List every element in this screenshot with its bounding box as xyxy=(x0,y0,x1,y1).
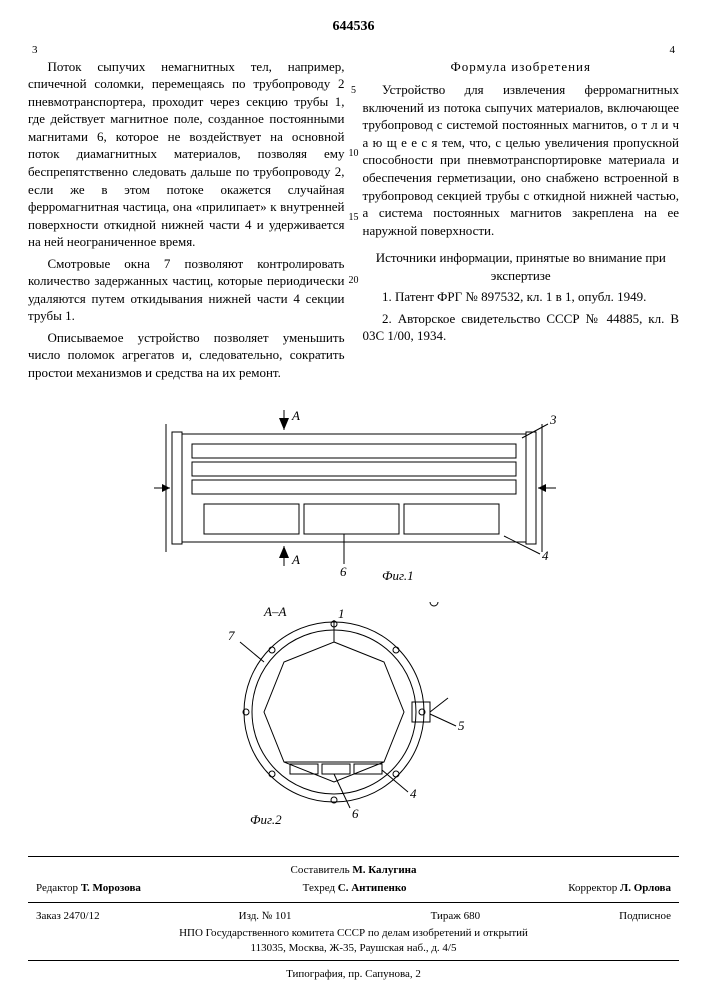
label-sect: А–А xyxy=(263,604,286,619)
compiler-name: М. Калугина xyxy=(352,864,416,876)
label2-6: 6 xyxy=(352,806,359,821)
label2-7: 7 xyxy=(228,628,235,643)
figure-2: А–А 7 xyxy=(28,602,679,832)
fig1-caption: Фиг.1 xyxy=(382,568,414,583)
label-6: 6 xyxy=(340,564,347,579)
credits-block: Составитель М. Калугина Редактор Т. Моро… xyxy=(28,856,679,904)
line-numbers: 5 10 15 20 xyxy=(348,58,360,288)
figure-1: А А 3 4 6 Фиг.1 xyxy=(28,404,679,584)
claims-title: Формула изобретения xyxy=(363,58,680,76)
fig2-caption: Фиг.2 xyxy=(250,812,282,827)
right-column: Формула изобретения Устройство для извле… xyxy=(363,58,680,386)
para-1: Поток сыпучих немагнитных тел, например,… xyxy=(28,58,345,251)
label-3: 3 xyxy=(549,412,557,427)
left-column: Поток сыпучих немагнитных тел, например,… xyxy=(28,58,345,386)
refs-title: Источники информации, принятые во вниман… xyxy=(363,249,680,284)
imprint-block: Заказ 2470/12 Изд. № 101 Тираж 680 Подпи… xyxy=(28,903,679,961)
label2-4: 4 xyxy=(410,786,417,801)
doc-number: 644536 xyxy=(28,18,679,37)
ref-2: 2. Авторское свидетельство СССР № 44885,… xyxy=(363,310,680,345)
claim-text: Устройство для извлечения ферромагнитных… xyxy=(363,81,680,239)
label-4: 4 xyxy=(542,548,549,563)
col-num-right: 4 xyxy=(363,43,680,58)
label-A-top: А xyxy=(291,408,300,423)
compiler-label: Составитель xyxy=(291,864,350,876)
label-A-bot: А xyxy=(291,552,300,567)
typography-line: Типография, пр. Сапунова, 2 xyxy=(28,961,679,982)
para-2: Смотровые окна 7 позволяют контролироват… xyxy=(28,255,345,325)
label2-1: 1 xyxy=(338,606,345,621)
label2-5: 5 xyxy=(458,718,465,733)
ref-1: 1. Патент ФРГ № 897532, кл. 1 в 1, опубл… xyxy=(363,288,680,306)
col-num-left: 3 xyxy=(28,43,345,58)
para-3: Описываемое устройство позволяет уменьши… xyxy=(28,329,345,382)
